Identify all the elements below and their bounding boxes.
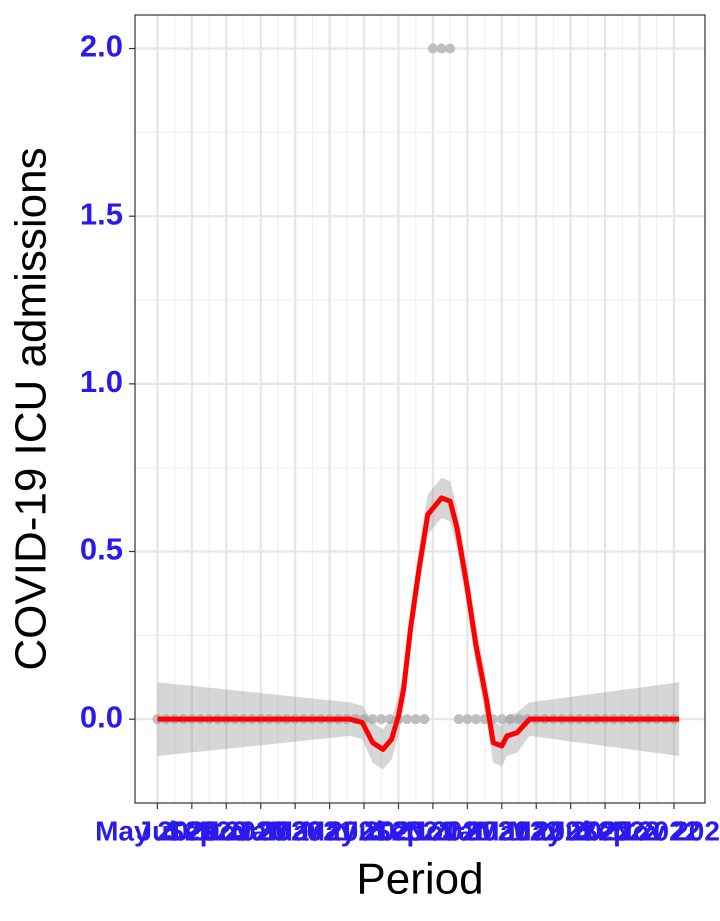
- x-tick-label: Sep 2020: [166, 815, 287, 846]
- y-tick-label: 1.0: [80, 364, 123, 399]
- y-axis-title: COVID-19 ICU admissions: [7, 147, 56, 670]
- data-point: [445, 43, 456, 54]
- data-point: [402, 714, 413, 725]
- x-tick-label: Jul 2020: [137, 815, 248, 846]
- y-tick-label: 0.5: [80, 532, 123, 567]
- x-tick-label: Jul 2021: [343, 815, 454, 846]
- x-tick-label: Jan 2022: [443, 815, 561, 846]
- y-tick-label: 2.0: [80, 29, 123, 64]
- x-tick-label: Jul 2022: [550, 815, 661, 846]
- data-point: [384, 714, 395, 725]
- x-tick-label: Nov 2022: [613, 815, 720, 846]
- x-tick-label: May 2020: [95, 815, 220, 846]
- data-point: [505, 714, 516, 725]
- data-point: [462, 714, 473, 725]
- plot-border: [134, 14, 706, 804]
- smooth-line: [157, 495, 680, 752]
- x-tick-label: Jan 2021: [236, 815, 354, 846]
- grid: [135, 15, 705, 803]
- marks: [152, 43, 680, 770]
- x-tick-label: Mar 2021: [270, 815, 390, 846]
- data-point: [419, 714, 430, 725]
- data-point: [514, 714, 525, 725]
- data-point: [367, 714, 378, 725]
- data-point: [470, 714, 481, 725]
- x-tick-label: Sep 2021: [372, 815, 493, 846]
- data-point: [453, 714, 464, 725]
- x-tick-label: Sep 2022: [579, 815, 700, 846]
- data-point: [410, 714, 421, 725]
- data-point: [496, 714, 507, 725]
- confidence-band: [157, 477, 680, 770]
- data-point: [436, 43, 447, 54]
- x-tick-label: Nov 2021: [406, 815, 529, 846]
- data-point: [376, 714, 387, 725]
- x-axis-title: Period: [356, 855, 483, 904]
- data-point: [427, 43, 438, 54]
- x-tick-label: May 2022: [508, 815, 633, 846]
- y-tick-label: 1.5: [80, 196, 123, 231]
- x-tick-label: Mar 2022: [476, 815, 596, 846]
- x-tick-label: Nov 2020: [199, 815, 322, 846]
- y-tick-label: 0.0: [80, 699, 123, 734]
- x-tick-label: May 2021: [302, 815, 427, 846]
